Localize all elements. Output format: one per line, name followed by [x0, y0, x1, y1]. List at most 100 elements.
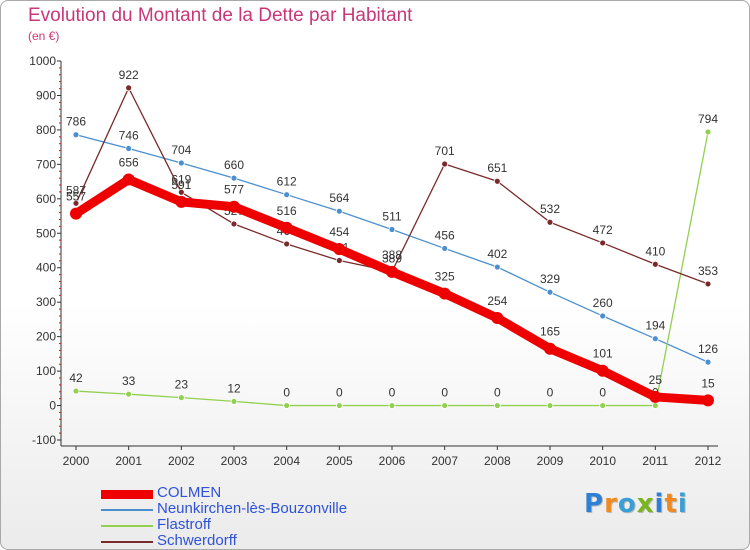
data-label: 557	[66, 190, 86, 204]
data-point	[441, 160, 449, 168]
data-point	[230, 174, 238, 182]
data-label: 0	[283, 386, 290, 400]
data-point	[230, 220, 238, 228]
y-tick-label: 500	[36, 226, 56, 240]
data-point	[493, 263, 501, 271]
data-label: 329	[540, 272, 560, 286]
data-point	[177, 394, 185, 402]
data-label: 472	[593, 223, 613, 237]
legend-label: Flastroff	[157, 516, 211, 533]
data-label: 660	[224, 158, 244, 172]
data-label: 33	[122, 374, 136, 388]
data-point	[702, 394, 714, 407]
data-point	[280, 221, 293, 234]
series-flastroff: 4233231200000000794	[69, 112, 718, 409]
data-label: 786	[66, 115, 86, 129]
data-point	[651, 402, 659, 409]
data-point	[70, 207, 82, 220]
data-label: 701	[435, 144, 455, 158]
legend-swatch	[101, 489, 153, 499]
data-point	[441, 245, 449, 252]
chart-unit-label: (en €)	[28, 29, 60, 43]
data-label: 0	[389, 386, 396, 400]
legend-label: Neunkirchen-lès-Bouzonville	[157, 500, 348, 517]
data-point	[546, 218, 554, 226]
data-label: 0	[599, 386, 606, 400]
data-point	[72, 387, 80, 395]
data-point	[386, 265, 398, 278]
data-label: 23	[175, 378, 189, 392]
data-label: 651	[487, 161, 507, 175]
data-point	[704, 358, 712, 366]
data-point	[122, 173, 135, 186]
data-label: 0	[336, 386, 343, 400]
data-point	[704, 280, 712, 288]
data-label: 577	[224, 183, 244, 197]
legend-swatch	[101, 525, 153, 527]
x-tick-label: 2012	[695, 454, 722, 468]
data-point	[335, 257, 343, 264]
x-tick-label: 2008	[484, 454, 511, 468]
data-label: 746	[119, 129, 139, 143]
x-tick-label: 2006	[379, 454, 406, 468]
data-point	[175, 195, 188, 208]
data-point	[599, 312, 607, 320]
y-tick-label: 300	[36, 295, 56, 309]
data-point	[599, 402, 607, 409]
data-point	[651, 260, 659, 268]
logo-letter: i	[654, 489, 665, 519]
x-tick-label: 2009	[537, 454, 564, 468]
data-point	[177, 188, 185, 196]
logo-letter: r	[604, 489, 618, 519]
data-label: 587	[66, 183, 86, 197]
data-label: 0	[441, 386, 448, 400]
legend-label: Schwerdorff	[157, 532, 237, 549]
x-tick-label: 2002	[168, 454, 195, 468]
y-tick-label: 0	[49, 399, 56, 413]
logo-letter: t	[664, 489, 678, 519]
data-point	[230, 398, 238, 405]
data-label: 454	[329, 225, 349, 239]
data-label: 101	[593, 347, 613, 361]
data-point	[649, 390, 662, 403]
data-label: 704	[171, 143, 191, 157]
x-tick-label: 2001	[115, 454, 142, 468]
data-point	[493, 177, 501, 185]
y-tick-label: 800	[36, 123, 56, 137]
data-label: 254	[487, 294, 507, 308]
data-point	[333, 243, 346, 256]
logo-letter: x	[636, 489, 655, 519]
data-label: 794	[698, 112, 718, 126]
data-label: 389	[382, 252, 402, 266]
data-label: 656	[119, 156, 139, 170]
chart-title: Evolution du Montant de la Dette par Hab…	[28, 5, 413, 26]
data-point	[335, 207, 343, 215]
data-label: 619	[171, 172, 191, 186]
data-label: 922	[119, 68, 139, 82]
data-point	[72, 199, 80, 207]
data-label: 25	[649, 373, 663, 387]
logo-letter: P	[584, 489, 605, 519]
data-point	[388, 226, 396, 233]
x-tick-label: 2005	[326, 454, 353, 468]
data-point	[544, 342, 556, 355]
series-neunkirchen-l-s-bouzonville: 786 746 704 660 612 564 511 456 402 329 260 194 126	[66, 115, 718, 366]
data-point	[177, 159, 185, 167]
data-label: 0	[494, 386, 501, 400]
x-tick-label: 2000	[63, 454, 90, 468]
data-point	[283, 191, 291, 199]
data-label: 42	[69, 371, 83, 385]
data-point	[283, 240, 291, 248]
logo-letter: i	[677, 489, 688, 519]
legend-swatch	[101, 541, 153, 543]
data-point	[72, 131, 80, 139]
data-label: 516	[277, 204, 297, 218]
data-label: 353	[698, 264, 718, 278]
data-label: 532	[540, 202, 560, 216]
data-label: 194	[645, 319, 665, 333]
y-tick-label: 700	[36, 157, 56, 171]
data-point	[546, 402, 554, 409]
data-point	[388, 402, 396, 409]
data-label: 260	[593, 296, 613, 310]
